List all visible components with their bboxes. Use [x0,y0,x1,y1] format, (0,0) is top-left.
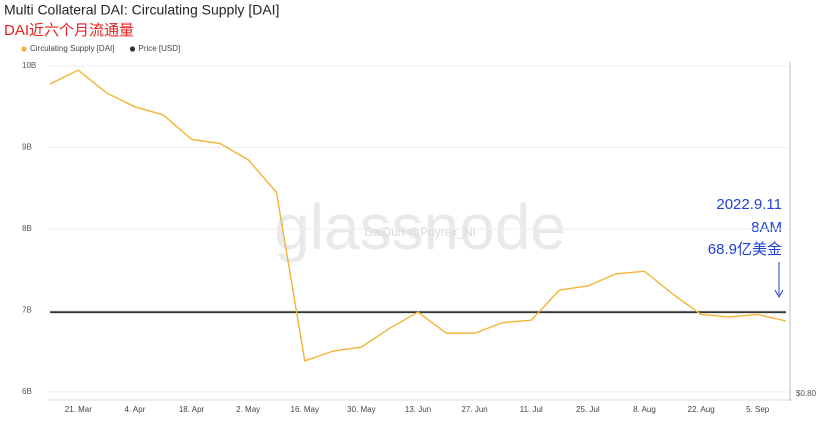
x-tick-label: 27. Jun [461,405,487,414]
x-tick-label: 4. Apr [124,405,145,414]
watermark-sub: DaiDun @Phyrex_Ni [365,225,476,239]
watermark: glassnode [274,191,566,263]
x-tick-label: 18. Apr [179,405,205,414]
annotation: 68.9亿美金 [708,241,782,258]
x-tick-label: 8. Aug [633,405,656,414]
legend-label: Circulating Supply [DAI] [30,44,114,53]
legend-marker [21,46,27,52]
series-line [49,69,787,362]
y-tick-label: 9B [22,143,32,152]
y-tick-label: 7B [22,306,32,315]
x-tick-label: 16. May [291,405,319,414]
y-tick-label: 8B [22,224,32,233]
x-tick-label: 22. Aug [688,405,715,414]
y-tick-label: 6B [22,387,32,396]
chart-title: Multi Collateral DAI: Circulating Supply… [4,2,279,18]
legend-marker [129,46,136,52]
annotation: 2022.9.11 [716,196,782,213]
x-tick-label: 21. Mar [65,405,92,414]
x-tick-label: 5. Sep [746,405,770,414]
annotation: 8AM [751,219,782,236]
x-tick-label: 25. Jul [576,405,600,414]
x-tick-label: 11. Jul [520,405,543,414]
x-tick-label: 2. May [236,405,260,414]
y-tick-label: 10B [22,61,36,70]
chart-subtitle: DAI近六个月流通量 [4,22,134,39]
x-tick-label: 30. May [347,405,375,414]
x-tick-label: 13. Jun [405,405,431,414]
annotation-arrowhead [774,289,784,299]
y2-tick-label: $0.80 [796,389,817,398]
legend-label: Price [USD] [138,44,180,53]
